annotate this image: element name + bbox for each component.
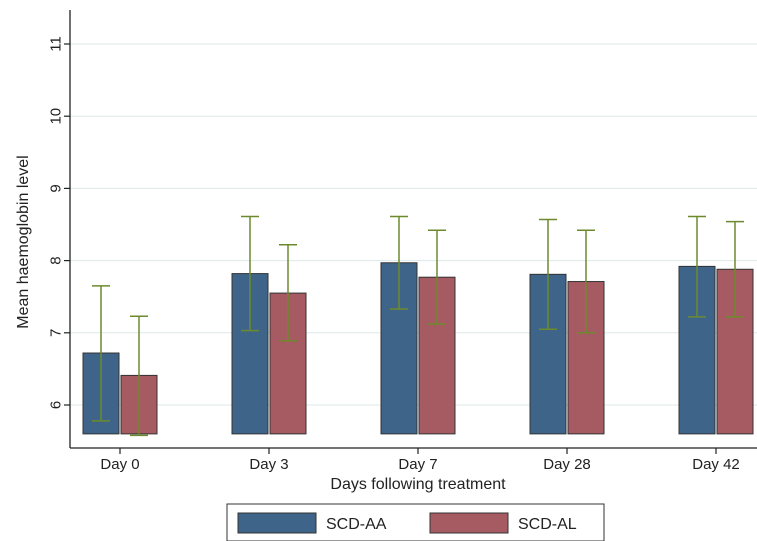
x-ticks: Day 0 Day 3 Day 7 Day 28 Day 42	[100, 448, 740, 473]
x-tick-label: Day 3	[249, 456, 288, 473]
y-tick-label: 7	[47, 329, 64, 337]
y-axis-title: Mean haemoglobin level	[15, 155, 32, 328]
x-tick-label: Day 7	[398, 456, 437, 473]
legend-label-scd-al: SCD-AL	[518, 516, 577, 533]
y-tick-label: 9	[47, 184, 64, 192]
x-axis-title: Days following treatment	[330, 476, 506, 493]
y-tick-label: 8	[47, 256, 64, 264]
y-ticks: 6 7 8 9 10 11	[47, 36, 70, 409]
x-tick-label: Day 28	[543, 456, 591, 473]
y-tick-label: 6	[47, 401, 64, 409]
error-bars-group	[92, 215, 744, 437]
y-tick-label: 11	[47, 36, 64, 52]
axes-group	[69, 10, 757, 449]
bars-group	[82, 262, 754, 435]
legend-swatch-scd-al	[429, 512, 509, 534]
x-tick-label: Day 42	[692, 456, 740, 473]
x-tick-label: Day 0	[100, 456, 139, 473]
legend-label-scd-aa: SCD-AA	[326, 516, 387, 533]
y-tick-label: 10	[47, 108, 64, 125]
legend: SCD-AA SCD-AL	[226, 503, 605, 541]
gridlines	[70, 43, 757, 406]
legend-swatch-scd-aa	[237, 512, 317, 534]
